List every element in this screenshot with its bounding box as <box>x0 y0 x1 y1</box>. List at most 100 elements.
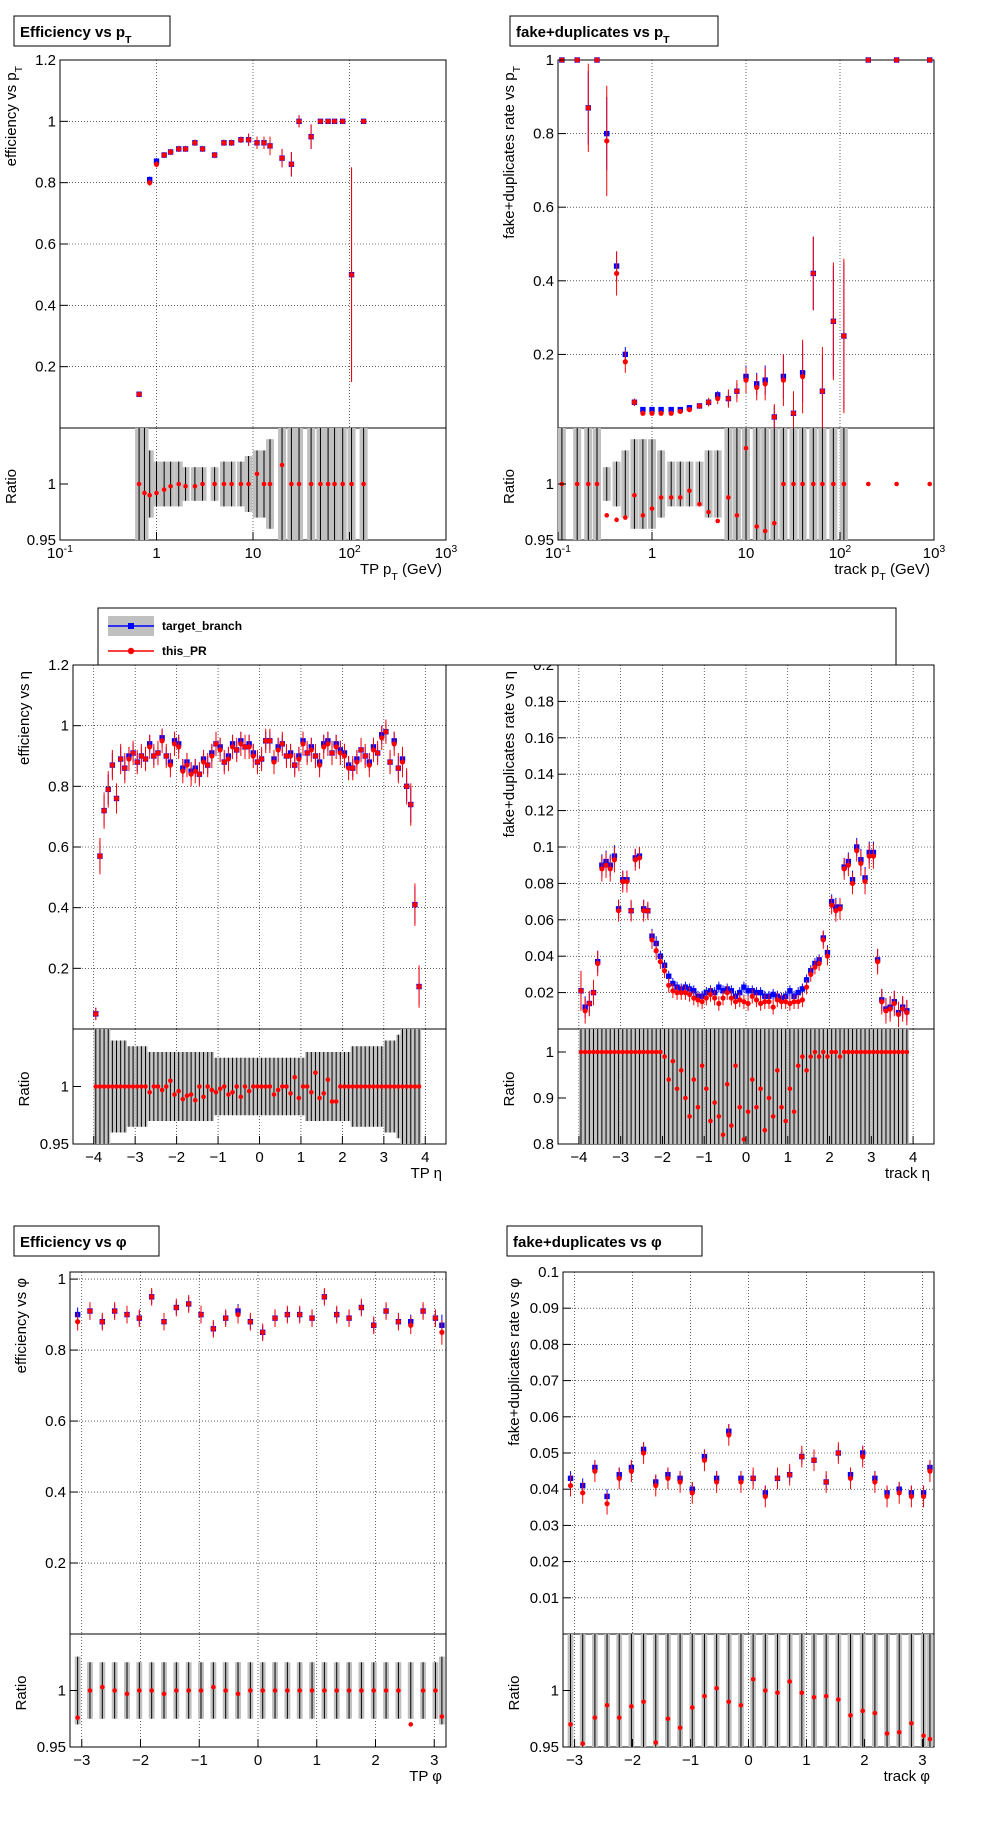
title-eff_phi: Efficiency vs φ <box>20 1234 127 1251</box>
y-tick-label-eff_phi: 1 <box>58 1271 66 1288</box>
y-tick-label-eff_pt: 1.2 <box>35 52 56 69</box>
ratio-point <box>704 1086 709 1092</box>
ratio-point <box>300 1084 306 1089</box>
point-this_PR <box>439 1329 445 1335</box>
point-this_PR <box>168 149 174 155</box>
legend-pr-marker <box>127 647 135 655</box>
point-this_PR <box>205 762 211 768</box>
point-this_PR <box>134 759 140 765</box>
x-tick-label-fake_pt: 10 <box>738 545 755 562</box>
ratio-point <box>346 1084 351 1089</box>
ratio-tick-label-eff_pt: 0.95 <box>27 532 56 549</box>
ratio-point <box>412 1084 418 1089</box>
ratio-point <box>325 481 331 487</box>
ratio-point <box>712 1100 717 1105</box>
ratio-point <box>250 1084 256 1089</box>
point-this_PR <box>196 771 203 777</box>
ratio-point <box>649 506 655 511</box>
ratio-point <box>860 1708 865 1714</box>
ratio-point <box>139 1084 144 1089</box>
ratio-point <box>841 481 847 487</box>
ratio-point <box>894 481 899 487</box>
ratio-point <box>122 1084 128 1089</box>
point-this_PR <box>811 1457 817 1463</box>
x-tick-label-fake_eta: −2 <box>654 1149 671 1166</box>
ratio-point <box>668 495 674 500</box>
y-tick-label-fake_phi: 0.05 <box>530 1445 559 1462</box>
x-tick-label-eff_phi: 3 <box>430 1752 438 1769</box>
point-this_PR <box>383 729 389 735</box>
point-this_PR <box>603 862 609 868</box>
ratio-point <box>629 1704 634 1709</box>
y-tick-label-fake_phi: 0.01 <box>530 1590 559 1607</box>
point-this_PR <box>819 388 826 394</box>
y-tick-label-fake_phi: 0.03 <box>530 1517 559 1534</box>
panel-fake_phi: fake+duplicates vs φ −3 −2 −1 0 1 2 3 0.01 0.02 0.… <box>506 1225 935 1785</box>
y-tick-label-eff_pt: 0.8 <box>35 175 56 192</box>
y-axis-title-eff_pt: efficiency vs pT <box>3 65 25 166</box>
ratio-tick-label-eff_pt: 1 <box>48 476 56 493</box>
x-tick-label-fake_phi: −1 <box>682 1752 699 1769</box>
point-this_PR <box>891 1000 897 1007</box>
ratio-point <box>848 1713 853 1718</box>
ratio-point <box>582 1049 588 1055</box>
y-tick-label-fake_eta: 0.14 <box>525 766 554 783</box>
point-this_PR <box>754 384 760 391</box>
ratio-point <box>921 1733 926 1738</box>
ratio-point <box>151 1084 157 1089</box>
x-tick-label-eff_eta: 1 <box>297 1149 305 1166</box>
point-this_PR <box>370 747 377 753</box>
point-this_PR <box>787 1472 793 1478</box>
ratio-point <box>124 1691 130 1697</box>
point-this_PR <box>184 762 190 768</box>
point-this_PR <box>668 410 674 416</box>
legend-label-this-pr: this_PR <box>162 644 207 658</box>
ratio-point <box>404 1084 409 1089</box>
ratio-point <box>110 1084 115 1089</box>
x-axis-title-fake_eta: track η <box>885 1165 930 1182</box>
point-this_PR <box>595 960 601 967</box>
ratio-point <box>754 1104 759 1110</box>
point-this_PR <box>628 1468 635 1474</box>
point-this_PR <box>803 984 810 990</box>
y-tick-label-fake_eta: 0.18 <box>525 693 554 710</box>
ratio-point <box>738 1702 744 1708</box>
ratio-point <box>653 1049 659 1055</box>
ratio-point <box>147 1089 152 1095</box>
point-this_PR <box>780 377 787 383</box>
point-this_PR <box>724 990 730 996</box>
point-target_branch <box>649 406 655 413</box>
ratio-point <box>658 1049 663 1055</box>
ratio-point <box>317 1095 322 1101</box>
ratio-point <box>871 1049 876 1055</box>
ratio-point <box>787 1679 792 1684</box>
point-this_PR <box>714 1479 720 1485</box>
ratio-point <box>383 1688 389 1693</box>
point-this_PR <box>720 995 726 1001</box>
x-tick-label-fake_eta: 1 <box>784 1149 792 1166</box>
point-this_PR <box>267 143 273 149</box>
x-tick-label-eff_phi: 2 <box>371 1752 379 1769</box>
ratio-point <box>147 492 152 498</box>
point-this_PR <box>823 1479 829 1485</box>
ratio-point <box>820 481 825 487</box>
ratio-point <box>927 481 932 487</box>
ratio-point <box>371 1688 377 1693</box>
point-this_PR <box>149 1294 155 1300</box>
ratio-point <box>349 481 354 487</box>
point-this_PR <box>383 1308 389 1314</box>
point-this_PR <box>631 399 638 405</box>
ratio-point <box>112 1688 117 1693</box>
ratio-point <box>604 513 610 518</box>
point-this_PR <box>927 57 933 63</box>
y-tick-label-fake_phi: 0.06 <box>530 1409 559 1426</box>
ratio-point <box>585 481 591 487</box>
point-this_PR <box>778 999 785 1005</box>
point-this_PR <box>574 57 580 63</box>
legend-label-target-branch: target_branch <box>162 619 242 633</box>
point-this_PR <box>824 953 831 959</box>
point-this_PR <box>136 391 142 397</box>
ratio-point <box>862 1049 868 1055</box>
point-this_PR <box>250 753 256 759</box>
